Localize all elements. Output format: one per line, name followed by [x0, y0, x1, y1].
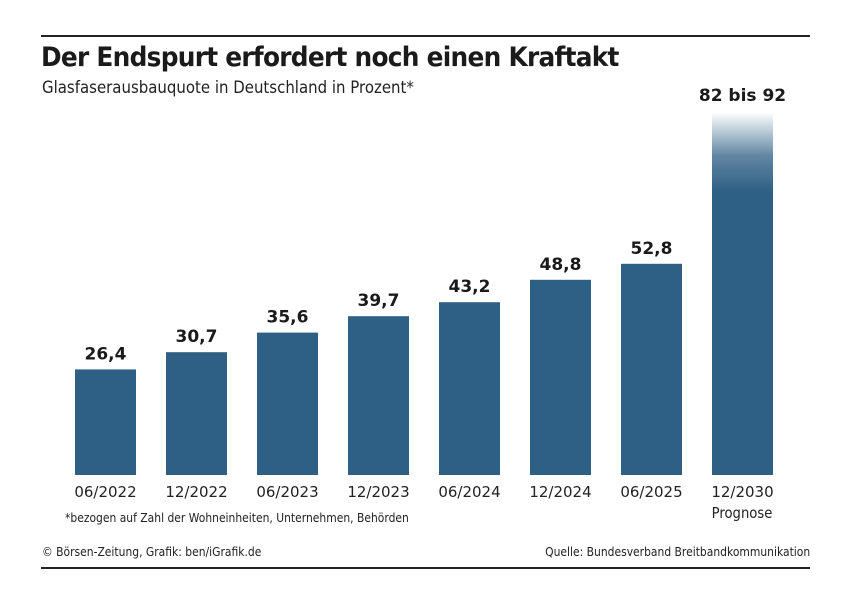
- top-rule: [41, 35, 810, 37]
- x-tick-label: 06/2022: [74, 483, 136, 501]
- data-label: 26,4: [85, 344, 127, 364]
- bar: [530, 279, 591, 475]
- x-tick-label: 12/2023: [347, 483, 409, 501]
- x-tick-label: 06/2025: [620, 483, 682, 501]
- x-tick-label: 12/2022: [165, 483, 227, 501]
- footnote: *bezogen auf Zahl der Wohneinheiten, Unt…: [65, 510, 409, 525]
- x-tick-label: 12/2030: [711, 483, 773, 501]
- source: Quelle: Bundesverband Breitbandkommunika…: [544, 544, 810, 559]
- bottom-rule: [41, 567, 810, 569]
- data-label: 39,7: [358, 291, 400, 311]
- data-label: 43,2: [449, 277, 491, 297]
- data-label: 35,6: [267, 308, 309, 328]
- bar-forecast: [712, 112, 773, 475]
- bar: [621, 263, 682, 475]
- credit: © Börsen-Zeitung, Grafik: ben/iGrafik.de: [42, 544, 262, 559]
- bar: [348, 316, 409, 475]
- bar: [166, 352, 227, 475]
- bar: [75, 369, 136, 475]
- x-tick-label: 06/2024: [438, 483, 500, 501]
- data-label: 52,8: [631, 239, 673, 259]
- chart-title: Der Endspurt erfordert noch einen Krafta…: [41, 42, 619, 73]
- bar: [257, 332, 318, 475]
- forecast-note: Prognose: [711, 504, 773, 522]
- data-label: 82 bis 92: [699, 86, 786, 106]
- data-label: 30,7: [176, 327, 218, 347]
- x-tick-label: 06/2023: [256, 483, 318, 501]
- bar: [439, 302, 500, 475]
- x-tick-label: 12/2024: [529, 483, 591, 501]
- chart-subtitle: Glasfaserausbauquote in Deutschland in P…: [42, 78, 414, 98]
- data-label: 48,8: [540, 255, 582, 275]
- bars-group: 26,4 06/2022 30,7 12/2022 35,6 06/2023 39,7 12/…: [74, 86, 786, 501]
